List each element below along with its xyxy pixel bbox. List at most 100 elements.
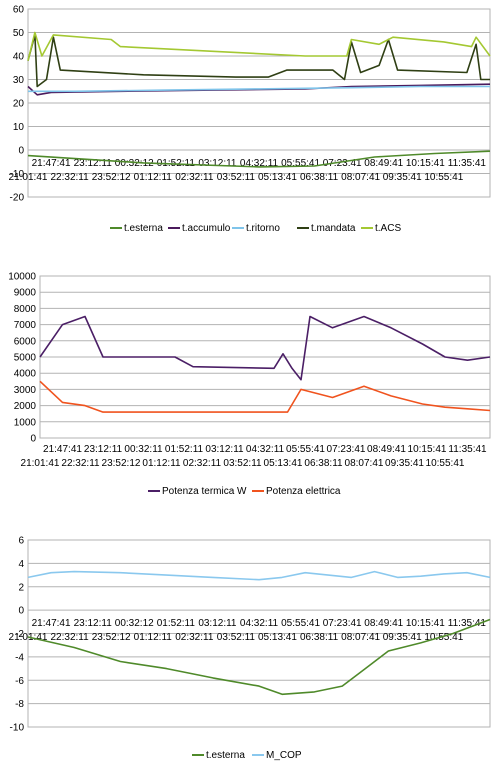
x-tick-label-2-b-4: 02:32:11	[183, 458, 222, 469]
x-tick-label-2-b-7: 06:38:11	[304, 458, 343, 469]
y-tick-label-3-1: 4	[18, 559, 24, 570]
x-tick-label-3-b-6: 05:13:41	[258, 632, 297, 643]
x-tick-label-1-b-8: 08:07:41	[341, 172, 380, 183]
x-tick-label-1-a-8: 08:49:41	[364, 158, 403, 169]
y-tick-label-2-3: 7000	[14, 320, 37, 331]
y-tick-label-1-8: -20	[10, 193, 25, 204]
x-tick-label-1-a-5: 04:32:11	[240, 158, 279, 169]
y-tick-label-1-6: 0	[18, 146, 24, 157]
x-tick-label-1-a-4: 03:12:11	[198, 158, 237, 169]
x-tick-label-2-b-9: 09:35:41	[385, 458, 424, 469]
x-tick-label-1-a-7: 07:23:41	[323, 158, 362, 169]
x-tick-label-1-b-0: 21:01:41	[9, 172, 48, 183]
x-tick-label-1-b-9: 09:35:41	[383, 172, 422, 183]
x-tick-label-3-b-4: 02:32:11	[175, 632, 214, 643]
y-tick-label-1-1: 50	[13, 28, 25, 39]
y-tick-label-1-0: 60	[13, 5, 25, 16]
legend-label-3-1: M_COP	[266, 750, 302, 761]
x-tick-label-3-a-7: 07:23:41	[323, 618, 362, 629]
x-tick-label-1-a-9: 10:15:41	[406, 158, 445, 169]
y-tick-label-2-4: 6000	[14, 336, 37, 347]
legend-label-1-0: t.esterna	[124, 223, 163, 234]
y-tick-label-3-5: -4	[15, 652, 24, 663]
legend-label-2-0: Potenza termica W	[162, 486, 247, 497]
x-tick-label-1-b-6: 05:13:41	[258, 172, 297, 183]
legend-label-1-2: t.ritorno	[246, 223, 280, 234]
y-tick-label-3-6: -6	[15, 676, 24, 687]
x-tick-label-2-b-10: 10:55:41	[426, 458, 465, 469]
x-tick-label-2-b-3: 01:12:11	[142, 458, 181, 469]
x-tick-label-1-a-10: 11:35:41	[448, 158, 487, 169]
x-tick-label-2-a-7: 07:23:41	[327, 444, 366, 455]
legend-label-1-1: t.accumulo	[182, 223, 231, 234]
x-tick-label-2-b-0: 21:01:41	[21, 458, 60, 469]
x-tick-label-2-a-10: 11:35:41	[448, 444, 487, 455]
x-tick-label-2-b-6: 05:13:41	[264, 458, 303, 469]
x-tick-label-2-a-5: 04:32:11	[246, 444, 285, 455]
series-line-2-potenza-elettrica	[39, 380, 491, 413]
x-tick-label-3-b-7: 06:38:11	[300, 632, 339, 643]
y-tick-label-2-7: 3000	[14, 385, 37, 396]
x-tick-label-1-a-0: 21:47:41	[32, 158, 71, 169]
series-line-1-t-esterna	[27, 150, 491, 168]
y-tick-label-1-4: 20	[13, 99, 25, 110]
y-tick-label-3-3: 0	[18, 606, 24, 617]
legend-label-1-3: t.mandata	[311, 223, 356, 234]
x-tick-label-1-b-10: 10:55:41	[424, 172, 463, 183]
y-tick-label-2-6: 4000	[14, 369, 37, 380]
x-tick-label-2-a-3: 01:52:11	[165, 444, 204, 455]
x-tick-label-1-b-1: 22:32:11	[50, 172, 89, 183]
x-tick-label-3-a-1: 23:12:11	[74, 618, 113, 629]
x-tick-label-2-a-9: 10:15:41	[408, 444, 447, 455]
x-tick-label-1-b-5: 03:52:11	[217, 172, 256, 183]
y-tick-label-1-5: 10	[13, 122, 25, 133]
x-tick-label-2-b-5: 03:52:11	[223, 458, 262, 469]
x-tick-label-3-b-5: 03:52:11	[217, 632, 256, 643]
x-tick-label-3-a-2: 00:32:12	[115, 618, 154, 629]
x-tick-label-2-a-2: 00:32:11	[124, 444, 163, 455]
y-tick-label-3-2: 2	[18, 582, 24, 593]
y-tick-label-2-8: 2000	[14, 401, 37, 412]
y-tick-label-3-8: -10	[10, 723, 25, 734]
x-tick-label-1-a-1: 23:12:11	[74, 158, 113, 169]
x-tick-label-3-b-2: 23:52:12	[92, 632, 131, 643]
y-tick-label-2-1: 9000	[14, 288, 37, 299]
y-tick-label-3-7: -8	[15, 699, 24, 710]
y-tick-label-1-2: 40	[13, 52, 25, 63]
legend-label-2-1: Potenza elettrica	[266, 486, 341, 497]
series-line-3-t-esterna	[27, 618, 491, 696]
x-tick-label-3-a-3: 01:52:11	[157, 618, 196, 629]
y-tick-label-3-4: -2	[15, 629, 24, 640]
x-tick-label-2-b-8: 08:07:41	[345, 458, 384, 469]
x-tick-label-3-a-9: 10:15:41	[406, 618, 445, 629]
x-tick-label-3-b-1: 22:32:11	[50, 632, 89, 643]
x-tick-label-3-b-8: 08:07:41	[341, 632, 380, 643]
x-tick-label-3-a-0: 21:47:41	[32, 618, 71, 629]
x-tick-label-1-a-6: 05:55:41	[281, 158, 320, 169]
x-tick-label-2-b-1: 22:32:11	[61, 458, 100, 469]
series-line-3-m-cop	[27, 570, 491, 581]
y-tick-label-1-3: 30	[13, 75, 25, 86]
series-line-1-t-mandata	[27, 34, 490, 88]
x-tick-label-1-b-2: 23:52:12	[92, 172, 131, 183]
series-line-2-potenza-termica-w	[39, 315, 491, 381]
series-line-1-t-ritorno	[28, 85, 490, 93]
x-tick-label-2-a-8: 08:49:41	[367, 444, 406, 455]
x-tick-label-1-b-7: 06:38:11	[300, 172, 339, 183]
series-line-1-t-acs	[27, 31, 491, 61]
x-tick-label-2-a-0: 21:47:41	[43, 444, 82, 455]
y-tick-label-2-2: 8000	[14, 304, 37, 315]
x-tick-label-3-b-3: 01:12:11	[134, 632, 173, 643]
x-tick-label-2-b-2: 23:52:12	[102, 458, 141, 469]
x-tick-label-1-a-2: 00:32:12	[115, 158, 154, 169]
x-tick-label-3-a-10: 11:35:41	[448, 618, 487, 629]
x-tick-label-2-a-4: 03:12:11	[205, 444, 244, 455]
x-tick-label-3-b-9: 09:35:41	[383, 632, 422, 643]
y-tick-label-2-9: 1000	[14, 417, 37, 428]
y-tick-label-2-0: 10000	[8, 272, 36, 283]
x-tick-label-3-b-10: 10:55:41	[424, 632, 463, 643]
y-tick-label-1-7: -10	[10, 169, 25, 180]
x-tick-label-3-a-8: 08:49:41	[364, 618, 403, 629]
y-tick-label-2-10: 0	[30, 434, 36, 445]
